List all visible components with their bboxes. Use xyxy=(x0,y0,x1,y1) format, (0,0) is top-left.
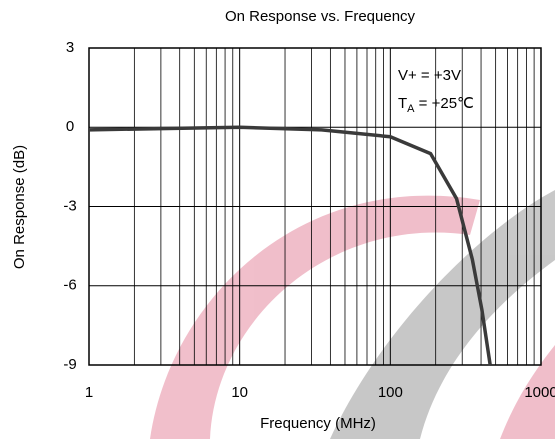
y-tick-label: -3 xyxy=(63,197,76,214)
annotation-part: T xyxy=(398,95,407,112)
line-series xyxy=(88,125,492,366)
y-axis-label: On Response (dB) xyxy=(11,145,28,269)
annotation-part: = +25℃ xyxy=(415,95,474,112)
annotation: V+ = +3V xyxy=(398,67,461,84)
annotation: TA = +25℃ xyxy=(398,95,474,115)
x-axis-label: Frequency (MHz) xyxy=(260,415,376,432)
x-tick-label: 1 xyxy=(85,384,93,401)
x-tick-label: 100 xyxy=(378,384,403,401)
x-tick-label: 1000 xyxy=(524,384,555,401)
y-tick-label: 0 xyxy=(66,118,74,135)
chart-title: On Response vs. Frequency xyxy=(225,8,416,25)
x-tick-label: 10 xyxy=(231,384,248,401)
y-tick-label: -6 xyxy=(63,277,76,294)
y-tick-label: -9 xyxy=(63,356,76,373)
plot-frame xyxy=(88,47,542,366)
annotation-part: A xyxy=(407,103,415,115)
watermark-arc xyxy=(330,190,555,439)
watermark-arc xyxy=(500,345,555,439)
y-tick-label: 3 xyxy=(66,39,74,56)
watermark xyxy=(150,190,555,439)
